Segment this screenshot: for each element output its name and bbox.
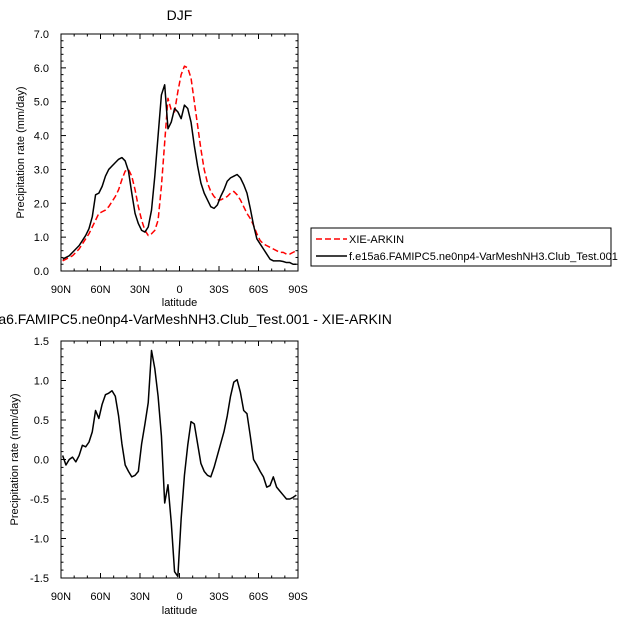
x-tick-label: 60N <box>90 284 110 296</box>
x-tick-label: 0 <box>176 284 182 296</box>
y-axis-label: Precipitation rate (mm/day) <box>15 86 27 218</box>
x-tick-label: 30N <box>130 284 150 296</box>
x-tick-label: 30N <box>130 591 150 603</box>
legend-label: f.e15a6.FAMIPC5.ne0np4-VarMeshNH3.Club_T… <box>349 251 618 263</box>
legend-box <box>310 227 612 267</box>
x-tick-label: 30S <box>209 284 229 296</box>
x-tick-label: 60S <box>249 284 269 296</box>
x-tick-label: 60N <box>90 591 110 603</box>
y-tick-label: 4.0 <box>34 131 49 143</box>
series-line-1-0 <box>61 349 297 578</box>
y-tick-label: 5.0 <box>34 97 49 109</box>
y-tick-label: 0.5 <box>34 415 49 427</box>
y-tick-label: -1.0 <box>30 534 49 546</box>
y-tick-label: -1.5 <box>30 573 49 585</box>
plot-frame <box>60 33 299 272</box>
x-tick-label: 90N <box>51 284 71 296</box>
x-axis-label: latitude <box>162 605 197 617</box>
x-tick-label: 90S <box>288 284 308 296</box>
series-line-0-0 <box>62 65 297 262</box>
y-tick-label: 6.0 <box>34 63 49 75</box>
x-tick-label: 90S <box>288 591 308 603</box>
y-tick-label: 0.0 <box>34 266 49 278</box>
y-axis-label: Precipitation rate (mm/day) <box>9 393 21 525</box>
x-tick-label: 30S <box>209 591 229 603</box>
chart-title: f.e15a6.FAMIPC5.ne0np4-VarMeshNH3.Club_T… <box>0 311 392 327</box>
series-line-0-1 <box>62 84 297 265</box>
y-tick-label: 1.0 <box>34 376 49 388</box>
chart-title: DJF <box>167 7 193 23</box>
y-tick-label: 1.5 <box>34 336 49 348</box>
y-tick-label: 0.0 <box>34 455 49 467</box>
y-tick-label: -0.5 <box>30 494 49 506</box>
y-tick-label: 1.0 <box>34 232 49 244</box>
y-tick-label: 7.0 <box>34 29 49 41</box>
x-tick-label: 0 <box>176 591 182 603</box>
y-tick-label: 3.0 <box>34 164 49 176</box>
y-tick-label: 2.0 <box>34 198 49 210</box>
x-axis-label: latitude <box>162 297 197 309</box>
x-tick-label: 90N <box>51 591 71 603</box>
x-tick-label: 60S <box>249 591 269 603</box>
legend-label: XIE-ARKIN <box>349 234 404 246</box>
